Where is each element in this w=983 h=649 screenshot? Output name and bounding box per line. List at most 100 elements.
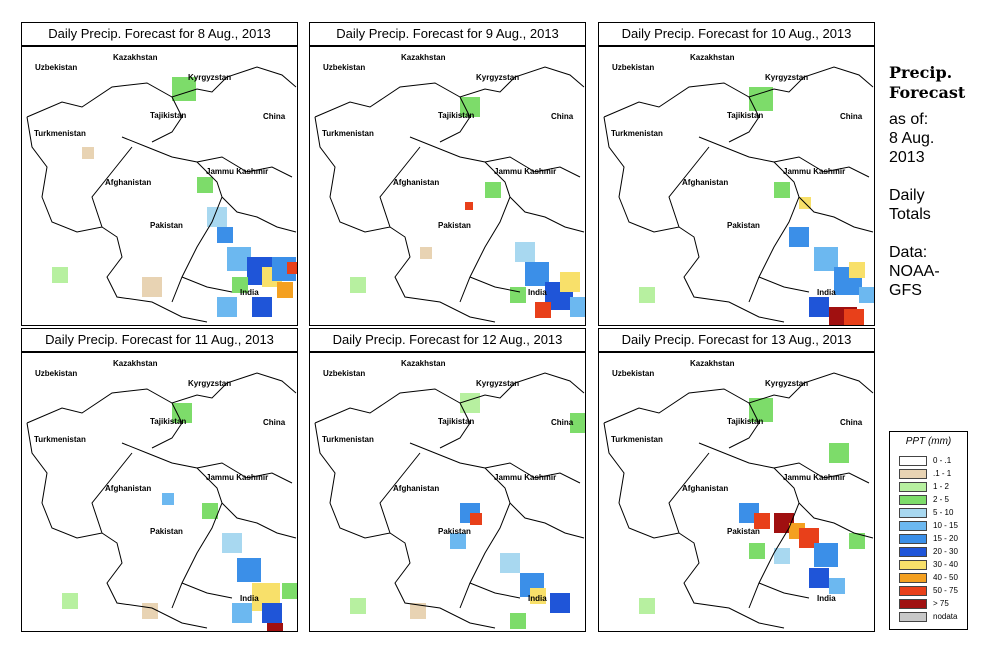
panel-title: Daily Precip. Forecast for 12 Aug., 2013 — [309, 328, 586, 352]
precip-cell — [227, 307, 237, 317]
precip-cell — [465, 206, 469, 210]
precip-cell — [530, 596, 538, 604]
map-label-china: China — [840, 112, 863, 121]
legend-swatch — [899, 586, 927, 596]
precip-cell — [162, 499, 168, 505]
precip-cell — [560, 272, 570, 282]
precip-cell — [172, 77, 184, 89]
data-source-text: Data: NOAA- GFS — [889, 244, 940, 299]
precip-cell — [809, 307, 819, 317]
country-borders — [26, 66, 297, 323]
precip-cell — [782, 548, 790, 556]
precip-cell — [789, 227, 799, 237]
precip-cell — [535, 310, 543, 318]
precip-cell — [819, 307, 829, 317]
precip-cell — [799, 203, 805, 209]
precip-cell — [162, 493, 168, 499]
precip-cell — [797, 523, 805, 531]
precip-cell — [182, 413, 192, 423]
precip-cell — [570, 413, 580, 423]
precip-cell — [500, 563, 510, 573]
map-label-kyrgyzstan: Kyrgyzstan — [476, 379, 520, 388]
precip-cell — [859, 287, 867, 295]
precip-cell — [749, 398, 761, 410]
precip-cell — [358, 606, 366, 614]
panel-title: Daily Precip. Forecast for 9 Aug., 2013 — [309, 22, 586, 46]
precip-cell — [543, 302, 551, 310]
precip-cell — [867, 287, 874, 295]
precip-cell — [782, 182, 790, 190]
precip-cell — [262, 277, 272, 287]
precip-cell — [639, 287, 647, 295]
precip-cell — [510, 553, 520, 563]
map-label-pakistan: Pakistan — [727, 221, 760, 230]
precip-cell — [262, 297, 272, 307]
precip-cell — [460, 107, 470, 117]
legend-swatch — [899, 469, 927, 479]
legend-swatch — [899, 508, 927, 518]
precip-cell — [826, 247, 838, 259]
legend-label: 0 - .1 — [933, 456, 952, 465]
map-label-uzbekistan: Uzbekistan — [35, 63, 78, 72]
precip-cell — [525, 242, 535, 252]
map-label-jammu-kashmir: Jammu Kashmir — [783, 473, 846, 482]
precip-cell — [225, 235, 233, 243]
precip-cell — [418, 611, 426, 619]
precip-cell — [350, 277, 358, 285]
precip-cell — [252, 307, 262, 317]
map-label-turkmenistan: Turkmenistan — [34, 129, 86, 138]
precip-cell — [774, 190, 782, 198]
panel-title: Daily Precip. Forecast for 11 Aug., 2013 — [21, 328, 298, 352]
precip-cell — [520, 573, 532, 585]
precip-cell — [458, 533, 466, 541]
legend-label: 15 - 20 — [933, 534, 958, 543]
precip-cell — [857, 533, 865, 541]
precip-cell — [197, 177, 205, 185]
precip-cell — [358, 598, 366, 606]
precip-cell — [217, 207, 227, 217]
map-label-kyrgyzstan: Kyrgyzstan — [765, 379, 809, 388]
map-label-turkmenistan: Turkmenistan — [34, 435, 86, 444]
precip-cell — [826, 543, 838, 555]
precip-cell — [538, 588, 546, 596]
legend-swatch — [899, 521, 927, 531]
precip-cell — [500, 553, 510, 563]
precip-cell — [172, 413, 182, 423]
precip-cell — [849, 533, 857, 541]
precip-cell — [510, 613, 518, 621]
precip-cell — [532, 573, 544, 585]
legend-swatch — [899, 456, 927, 466]
precip-cell — [844, 309, 854, 319]
map-svg — [603, 372, 874, 629]
country-borders — [603, 66, 874, 323]
forecast-panel-4: Daily Precip. Forecast for 11 Aug., 2013… — [21, 328, 298, 632]
precip-cell — [267, 623, 275, 631]
precip-cell — [789, 523, 797, 531]
precip-cell — [580, 413, 585, 423]
daily-totals-text: Daily Totals — [889, 187, 931, 223]
precip-cell — [520, 585, 532, 597]
map-label-uzbekistan: Uzbekistan — [612, 63, 655, 72]
precip-cell — [809, 578, 819, 588]
precip-cell — [510, 563, 520, 573]
precip-cell — [217, 297, 227, 307]
legend-label: .1 - 1 — [933, 469, 952, 478]
precip-cell — [227, 247, 239, 259]
sidebar-title: Precip. Forecast — [889, 63, 966, 102]
precip-cell — [240, 277, 248, 285]
precip-cell — [476, 519, 482, 525]
precip-cell — [460, 403, 470, 413]
precip-cell — [285, 282, 293, 290]
precip-cell — [210, 511, 218, 519]
precip-cell — [848, 281, 862, 295]
precip-cell — [761, 398, 773, 410]
precip-cell — [282, 591, 290, 599]
precip-cell — [420, 247, 426, 253]
map-label-india: India — [528, 594, 547, 603]
precip-cell — [849, 270, 857, 278]
map-label-tajikistan: Tajikistan — [150, 111, 187, 120]
precip-cell — [559, 296, 573, 310]
precip-cell — [293, 262, 297, 268]
precip-cell — [761, 410, 773, 422]
legend-label: 2 - 5 — [933, 495, 950, 504]
